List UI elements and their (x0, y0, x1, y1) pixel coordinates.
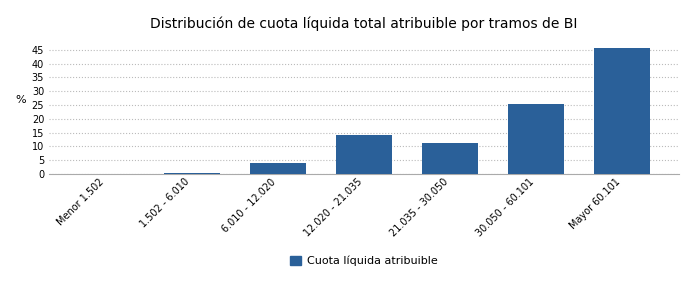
Legend: Cuota líquida atribuible: Cuota líquida atribuible (286, 251, 442, 271)
Bar (422, 143, 478, 174)
Bar (250, 163, 306, 174)
Bar (336, 135, 392, 174)
Bar (508, 104, 564, 174)
Bar (594, 48, 650, 174)
Y-axis label: %: % (15, 95, 26, 105)
Title: Distribución de cuota líquida total atribuible por tramos de BI: Distribución de cuota líquida total atri… (150, 16, 578, 31)
Bar (164, 172, 220, 174)
